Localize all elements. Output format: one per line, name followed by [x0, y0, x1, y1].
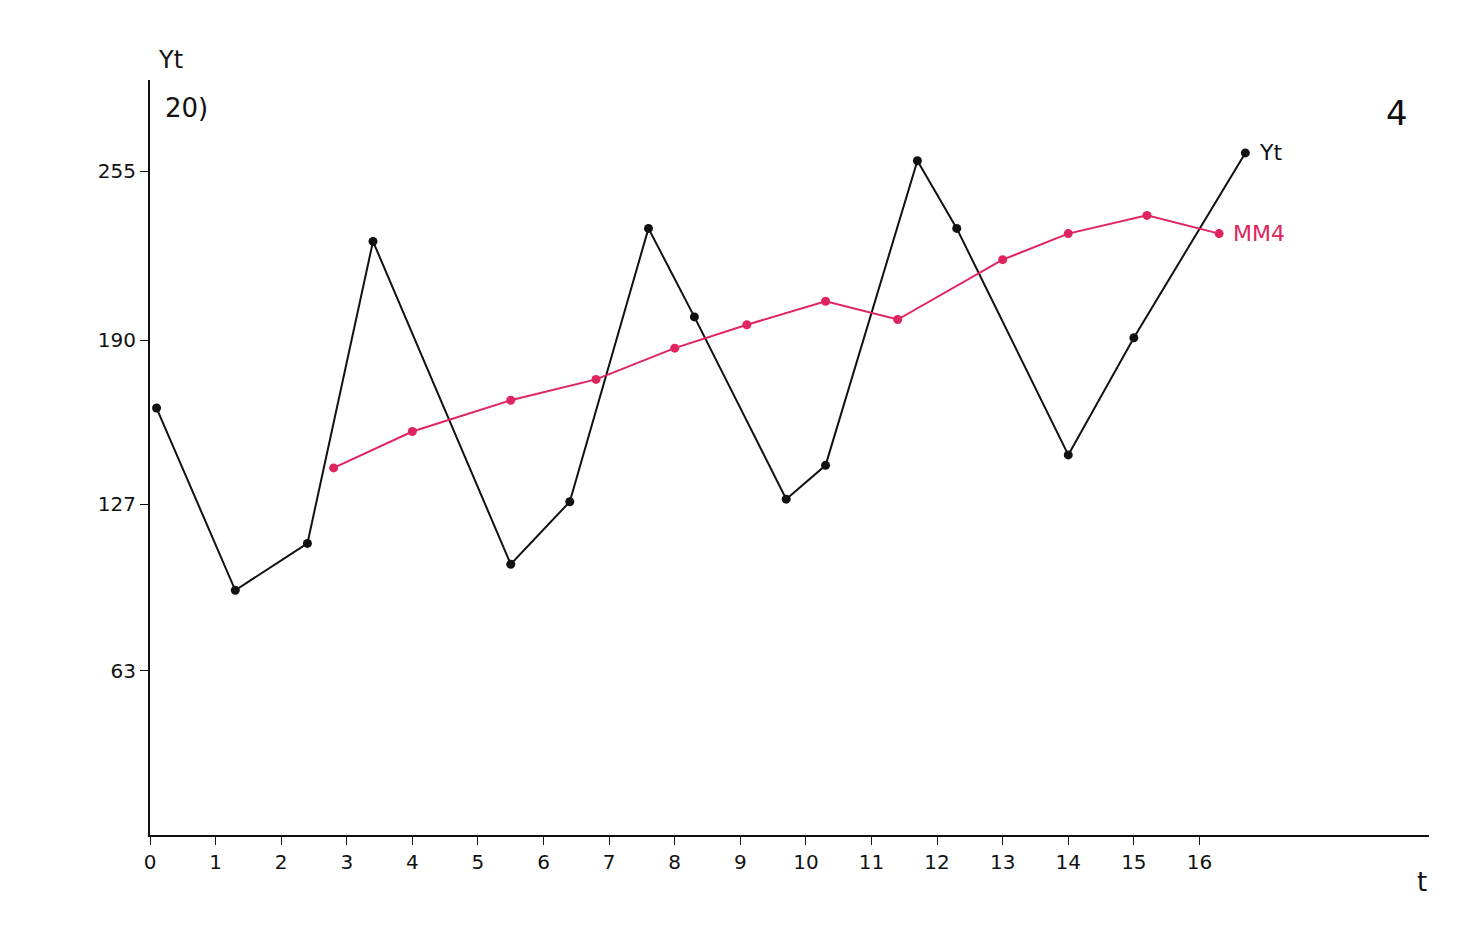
svg-text:190: 190 — [98, 328, 136, 352]
svg-text:0: 0 — [144, 850, 157, 874]
svg-text:MM4: MM4 — [1233, 221, 1285, 246]
svg-text:7: 7 — [603, 850, 616, 874]
svg-text:14: 14 — [1056, 850, 1081, 874]
svg-text:11: 11 — [859, 850, 884, 874]
svg-text:12: 12 — [924, 850, 949, 874]
svg-text:6: 6 — [537, 850, 550, 874]
svg-text:Yt: Yt — [1259, 140, 1282, 165]
svg-text:4: 4 — [1386, 93, 1408, 133]
svg-text:3: 3 — [340, 850, 353, 874]
svg-text:8: 8 — [668, 850, 681, 874]
svg-text:2: 2 — [275, 850, 288, 874]
svg-text:13: 13 — [990, 850, 1015, 874]
svg-text:16: 16 — [1187, 850, 1212, 874]
svg-text:63: 63 — [111, 659, 136, 683]
svg-text:Yt: Yt — [158, 46, 183, 74]
svg-text:15: 15 — [1121, 850, 1146, 874]
svg-text:127: 127 — [98, 492, 136, 516]
svg-text:20): 20) — [165, 93, 208, 123]
svg-text:9: 9 — [734, 850, 747, 874]
svg-text:4: 4 — [406, 850, 419, 874]
svg-text:10: 10 — [793, 850, 818, 874]
svg-text:1: 1 — [209, 850, 222, 874]
svg-text:5: 5 — [472, 850, 485, 874]
svg-text:255: 255 — [98, 159, 136, 183]
svg-text:t: t — [1417, 867, 1427, 897]
